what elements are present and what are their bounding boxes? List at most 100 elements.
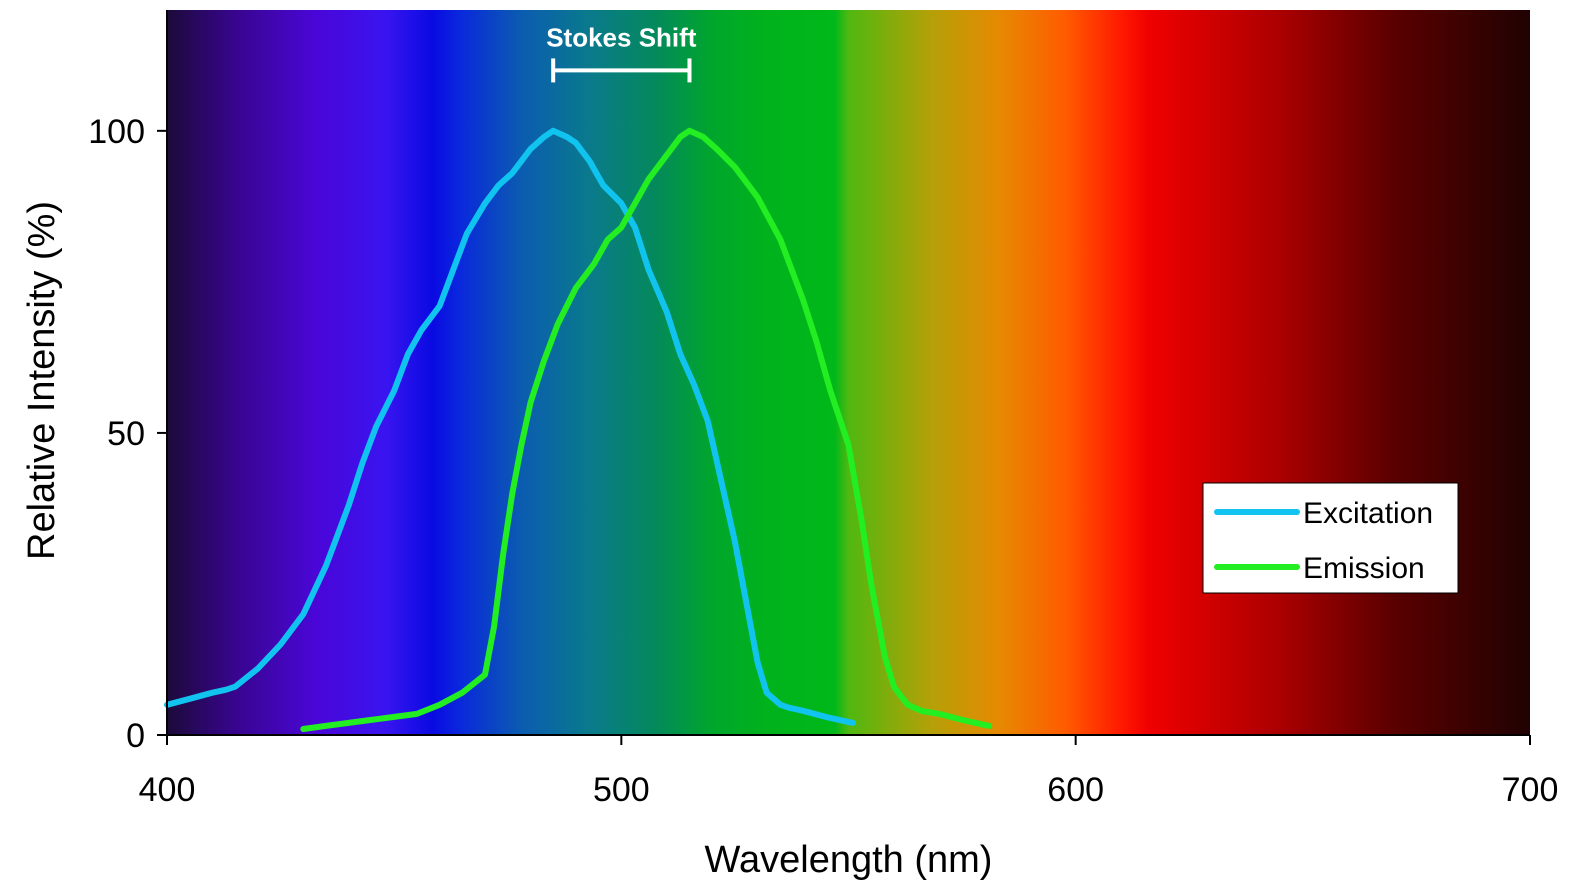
x-tick-label-400: 400 xyxy=(139,771,196,809)
emission-point xyxy=(859,521,865,526)
x-tick-label-700: 700 xyxy=(1502,771,1559,809)
excitation-point xyxy=(541,134,547,140)
excitation-point xyxy=(632,225,638,230)
emission-point xyxy=(777,237,783,243)
legend-box xyxy=(1202,482,1459,594)
excitation-point xyxy=(232,684,238,690)
excitation-point xyxy=(373,424,379,430)
x-tick-label-600: 600 xyxy=(1047,771,1104,809)
emission-point xyxy=(346,720,352,726)
emission-point xyxy=(959,717,965,723)
legend: Excitation Emission xyxy=(1202,482,1459,594)
excitation-point xyxy=(496,182,502,188)
emission-point xyxy=(528,400,533,406)
emission-point xyxy=(936,711,942,717)
emission-point xyxy=(687,128,692,134)
excitation-point xyxy=(418,327,424,333)
emission-point xyxy=(605,237,611,243)
series-group xyxy=(164,127,993,732)
emission-point xyxy=(677,134,683,140)
excitation-point xyxy=(618,200,624,206)
excitation-point xyxy=(664,309,670,315)
excitation-point xyxy=(564,134,570,140)
emission-point xyxy=(391,714,397,720)
emission-point xyxy=(986,723,992,729)
y-ticks: 0 50 100 xyxy=(88,113,167,755)
emission-point xyxy=(541,357,547,363)
x-ticks: 400 500 600 700 xyxy=(139,735,1559,809)
excitation-point xyxy=(746,611,751,617)
excitation-point xyxy=(209,690,215,696)
excitation-point xyxy=(850,720,856,726)
y-tick-label-100: 100 xyxy=(88,113,145,151)
excitation-point xyxy=(705,418,711,424)
emission-point xyxy=(732,164,738,170)
excitation-point xyxy=(255,666,261,671)
excitation-point xyxy=(405,351,411,357)
emission-point xyxy=(800,297,806,303)
excitation-point xyxy=(223,687,229,693)
excitation-point xyxy=(528,146,533,152)
emission-point xyxy=(414,711,420,717)
y-tick-label-0: 0 xyxy=(126,717,145,755)
excitation-point xyxy=(587,158,592,164)
emission-point xyxy=(323,723,329,729)
excitation-point xyxy=(677,351,683,357)
excitation-point xyxy=(823,714,829,720)
y-axis-label: Relative Intensity (%) xyxy=(21,201,63,560)
excitation-point xyxy=(764,690,770,696)
plot-background xyxy=(167,10,1530,735)
excitation-point xyxy=(437,303,443,309)
emission-point xyxy=(437,702,443,708)
excitation-point xyxy=(300,611,306,617)
emission-point xyxy=(700,134,706,140)
excitation-point xyxy=(391,388,397,394)
excitation-point xyxy=(278,641,284,647)
emission-point xyxy=(482,672,488,678)
legend-label-emission: Emission xyxy=(1303,552,1425,585)
x-tick-label-500: 500 xyxy=(593,771,650,809)
emission-point xyxy=(755,194,761,200)
emission-point xyxy=(814,339,820,345)
emission-point xyxy=(500,551,506,557)
emission-point xyxy=(618,225,624,230)
emission-point xyxy=(509,490,515,496)
emission-point xyxy=(300,726,306,732)
emission-point xyxy=(714,146,720,152)
series-excitation xyxy=(164,127,856,726)
excitation-point xyxy=(691,382,697,388)
stokes-shift-annotation: Stokes Shift xyxy=(546,22,697,83)
excitation-point xyxy=(550,128,556,134)
emission-point xyxy=(868,581,874,587)
emission-point xyxy=(918,708,924,714)
series-emission xyxy=(300,127,993,732)
emission-point xyxy=(555,321,561,327)
emission-point xyxy=(846,442,851,448)
emission-point xyxy=(905,702,911,708)
y-tick-label-50: 50 xyxy=(107,415,145,453)
legend-label-excitation: Excitation xyxy=(1303,497,1433,530)
excitation-point xyxy=(509,170,515,176)
excitation-point xyxy=(359,460,365,466)
emission-point xyxy=(891,684,897,690)
excitation-point xyxy=(187,696,193,702)
emission-point xyxy=(827,388,833,394)
excitation-point xyxy=(646,267,652,273)
emission-point xyxy=(573,285,579,291)
excitation-point xyxy=(482,200,488,206)
excitation-point xyxy=(718,478,724,484)
emission-point xyxy=(491,623,497,629)
emission-point xyxy=(459,690,465,696)
emission-point xyxy=(646,176,652,182)
excitation-point xyxy=(346,502,352,508)
excitation-point xyxy=(450,267,456,273)
excitation-point xyxy=(755,660,761,665)
stokes-shift-label: Stokes Shift xyxy=(546,22,697,52)
emission-point xyxy=(882,654,888,659)
x-axis-label: Wavelength (nm) xyxy=(705,839,993,881)
emission-point xyxy=(518,442,524,448)
excitation-point xyxy=(732,539,738,545)
excitation-point xyxy=(786,705,792,711)
